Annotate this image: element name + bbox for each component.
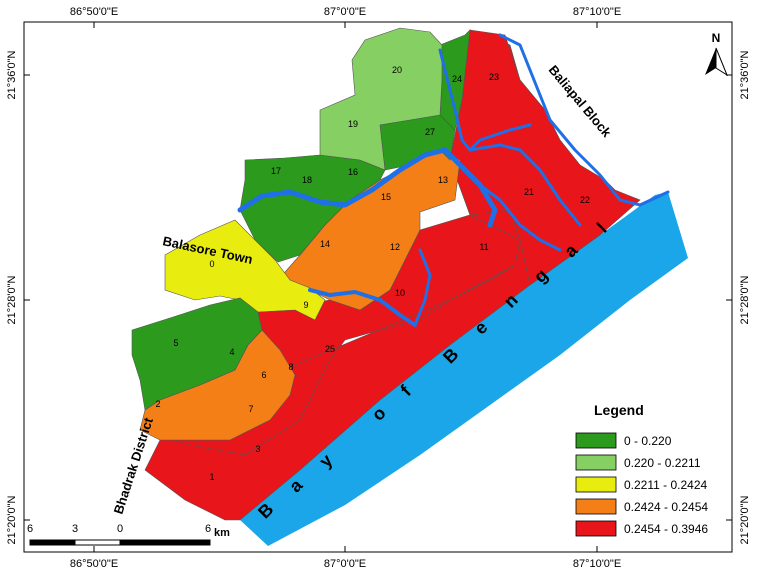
- legend-label: 0.2454 - 0.3946: [624, 522, 708, 536]
- scale-tick: 0: [117, 523, 123, 535]
- zone-label: 4: [229, 347, 234, 357]
- legend-swatch: [575, 520, 617, 537]
- zone-label: 21: [524, 187, 534, 197]
- zone-label: 18: [302, 175, 312, 185]
- zone-red-east: [449, 29, 641, 286]
- zone-lightgreen-19-20: [319, 27, 443, 171]
- map-border: [23, 21, 733, 553]
- coord-bottom-3: 87°10'0"E: [573, 558, 621, 570]
- scale-bar: 6 3 0 6 km: [27, 523, 230, 546]
- north-label: N: [712, 31, 721, 45]
- zone-label: 6: [261, 370, 266, 380]
- zone-green-southwest: [131, 297, 263, 411]
- coord-right-3: 21°20'0"N: [739, 495, 751, 544]
- zone-label: 19: [348, 119, 358, 129]
- legend-label: 0.2424 - 0.2454: [624, 500, 708, 514]
- legend: Legend 0 - 0.220 0.220 - 0.2211 0.2211 - 0…: [575, 402, 708, 537]
- coord-left-1: 21°36'0"N: [6, 50, 18, 99]
- zone-label: 3: [255, 444, 260, 454]
- coord-bottom-2: 87°0'0"E: [324, 558, 366, 570]
- bay-of-bengal: [240, 192, 688, 546]
- coord-top-1: 86°50'0"E: [70, 6, 118, 18]
- zone-label: 27: [425, 127, 435, 137]
- zone-label: 12: [390, 242, 400, 252]
- zone-label: 0: [209, 259, 214, 269]
- coord-top-3: 87°10'0"E: [573, 6, 621, 18]
- zone-label: 7: [248, 404, 253, 414]
- zone-label: 2: [155, 399, 160, 409]
- zone-label: 5: [173, 338, 178, 348]
- zone-label: 23: [489, 72, 499, 82]
- coord-right-1: 21°36'0"N: [739, 50, 751, 99]
- zone-label: 20: [392, 65, 402, 75]
- scale-tick: 3: [72, 523, 78, 535]
- coord-left-3: 21°20'0"N: [6, 495, 18, 544]
- legend-swatch: [575, 432, 617, 449]
- zone-label: 10: [395, 288, 405, 298]
- zone-label: 22: [580, 195, 590, 205]
- zone-label: 25: [325, 344, 335, 354]
- legend-swatch: [575, 454, 617, 471]
- zone-labels: 0 1 2 3 4 5 6 7 8 9 10 11 12 13 14 15 16…: [155, 65, 590, 482]
- zone-label: 1: [209, 472, 214, 482]
- scale-tick: 6: [205, 523, 211, 535]
- zone-label: 9: [303, 300, 308, 310]
- zone-label: 24: [452, 74, 462, 84]
- coord-left-2: 21°28'0"N: [6, 275, 18, 324]
- zone-label: 16: [348, 167, 358, 177]
- coord-right-2: 21°28'0"N: [739, 275, 751, 324]
- zone-label: 14: [320, 239, 330, 249]
- zone-label: 17: [271, 166, 281, 176]
- legend-swatch: [575, 476, 617, 493]
- legend-label: 0.220 - 0.2211: [624, 456, 701, 470]
- zones-layer: [131, 27, 641, 521]
- scale-unit: km: [214, 527, 230, 539]
- coord-top-2: 87°0'0"E: [324, 6, 366, 18]
- rivers: [237, 33, 670, 327]
- tick-marks: [24, 22, 732, 552]
- zone-label: 11: [479, 242, 488, 252]
- legend-label: 0.2211 - 0.2424: [624, 478, 708, 492]
- zone-label: 15: [381, 192, 391, 202]
- scale-tick: 6: [27, 523, 33, 535]
- zone-yellow-town: [164, 219, 326, 321]
- coord-bottom-1: 86°50'0"E: [70, 558, 118, 570]
- zone-label: 8: [288, 362, 293, 372]
- legend-swatch: [575, 498, 617, 515]
- legend-title: Legend: [594, 402, 644, 418]
- legend-label: 0 - 0.220: [624, 434, 672, 448]
- zone-label: 13: [438, 175, 448, 185]
- north-arrow: N: [705, 31, 729, 77]
